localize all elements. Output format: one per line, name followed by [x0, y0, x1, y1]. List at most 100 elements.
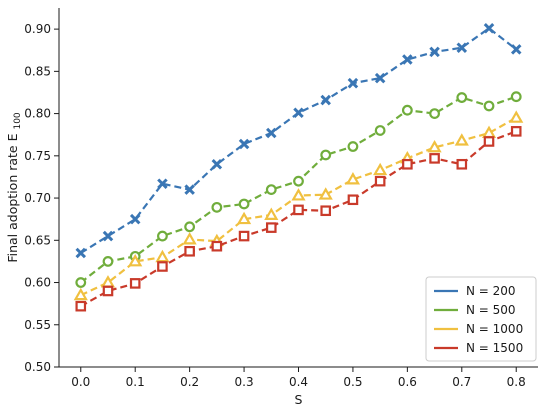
legend-entry: N = 200	[434, 284, 516, 298]
data-point	[429, 46, 440, 58]
x-tick-label: 0.7	[452, 375, 471, 389]
series-n-200	[75, 23, 522, 259]
x-tick-label: 0.0	[71, 375, 90, 389]
data-point	[184, 184, 195, 195]
y-tick-label: 0.70	[24, 191, 51, 205]
data-point	[454, 133, 469, 146]
data-point	[345, 172, 361, 185]
data-point	[238, 138, 250, 150]
data-point	[293, 204, 304, 216]
series-n-500	[75, 91, 522, 288]
data-point	[238, 198, 250, 210]
legend-entry: N = 1000	[434, 322, 523, 336]
data-point	[373, 162, 388, 176]
data-point	[155, 249, 170, 263]
data-point	[293, 175, 304, 187]
legend-entry: N = 1500	[434, 341, 523, 355]
data-point	[291, 188, 306, 201]
legend-entry: N = 500	[434, 303, 516, 317]
x-tick-label: 0.8	[507, 375, 526, 389]
legend: N = 200 N = 500 N = 1000 N = 1500	[425, 276, 537, 362]
data-point	[510, 44, 522, 55]
data-point	[182, 232, 197, 245]
data-point	[483, 136, 495, 147]
x-tick-label: 0.6	[398, 375, 417, 389]
data-point	[347, 141, 359, 152]
data-point	[401, 104, 413, 116]
legend-box	[425, 276, 537, 362]
data-point	[347, 194, 359, 206]
x-tick-label: 0.3	[235, 375, 254, 389]
x-axis-title: S	[295, 392, 303, 407]
legend-label: N = 200	[466, 284, 516, 298]
data-point	[265, 222, 277, 233]
data-point	[429, 153, 440, 164]
data-point	[374, 175, 386, 187]
data-point	[347, 77, 359, 89]
x-ticks: 0.0 0.1 0.2 0.3 0.4 0.5 0.6 0.7 0.8	[71, 367, 526, 389]
data-point	[184, 221, 196, 233]
series-line	[80, 26, 517, 254]
data-point	[427, 139, 442, 153]
series-line	[80, 130, 517, 308]
data-point	[265, 184, 277, 196]
data-point	[211, 201, 223, 213]
data-point	[184, 245, 195, 257]
data-point	[157, 261, 168, 272]
legend-label: N = 1500	[466, 341, 523, 355]
data-point	[211, 159, 223, 170]
data-point	[456, 92, 468, 103]
y-tick-label: 0.75	[24, 149, 51, 163]
data-point	[129, 278, 141, 289]
legend-entries: N = 200 N = 500 N = 1000 N = 1500	[434, 284, 523, 355]
data-point	[483, 100, 495, 112]
data-point	[320, 205, 332, 217]
legend-label: N = 1000	[466, 322, 523, 336]
data-point	[374, 125, 386, 136]
y-tick-label: 0.55	[24, 318, 51, 332]
data-point	[236, 211, 252, 225]
data-point	[510, 126, 522, 137]
data-point	[75, 300, 87, 312]
y-ticks: 0.50 0.55 0.60 0.65 0.70 0.75 0.80 0.85 0.90	[24, 22, 59, 374]
data-point	[238, 230, 250, 242]
data-point	[456, 42, 468, 53]
data-point	[320, 94, 331, 106]
data-point	[157, 230, 168, 242]
data-point	[402, 158, 413, 170]
data-point	[510, 91, 522, 103]
data-point	[157, 178, 168, 189]
data-point	[481, 125, 497, 139]
series-layer	[73, 23, 524, 312]
data-point	[211, 240, 223, 252]
data-point	[483, 23, 495, 34]
data-point	[320, 149, 332, 161]
x-tick-label: 0.1	[126, 375, 145, 389]
data-point	[456, 158, 468, 170]
data-point	[429, 108, 440, 119]
data-point	[102, 230, 114, 242]
y-axis-title-subscript: 100	[13, 112, 23, 129]
data-point	[402, 54, 413, 65]
y-tick-label: 0.85	[24, 64, 51, 78]
data-point	[75, 277, 87, 288]
data-point	[318, 187, 333, 200]
data-point	[374, 72, 386, 84]
legend-label: N = 500	[466, 303, 516, 317]
y-axis-title: Final adoption rate E 100	[5, 112, 23, 263]
data-point	[509, 110, 524, 123]
data-point	[102, 285, 114, 297]
x-tick-label: 0.4	[289, 375, 308, 389]
data-point	[102, 256, 114, 267]
y-tick-label: 0.80	[24, 107, 51, 121]
y-tick-label: 0.50	[24, 360, 51, 374]
series-n-1500	[75, 126, 522, 312]
data-point	[129, 213, 141, 225]
data-point	[75, 247, 87, 259]
data-point	[266, 127, 277, 139]
y-tick-label: 0.90	[24, 22, 51, 36]
x-tick-label: 0.5	[343, 375, 362, 389]
y-tick-label: 0.65	[24, 233, 51, 247]
x-tick-label: 0.2	[180, 375, 199, 389]
